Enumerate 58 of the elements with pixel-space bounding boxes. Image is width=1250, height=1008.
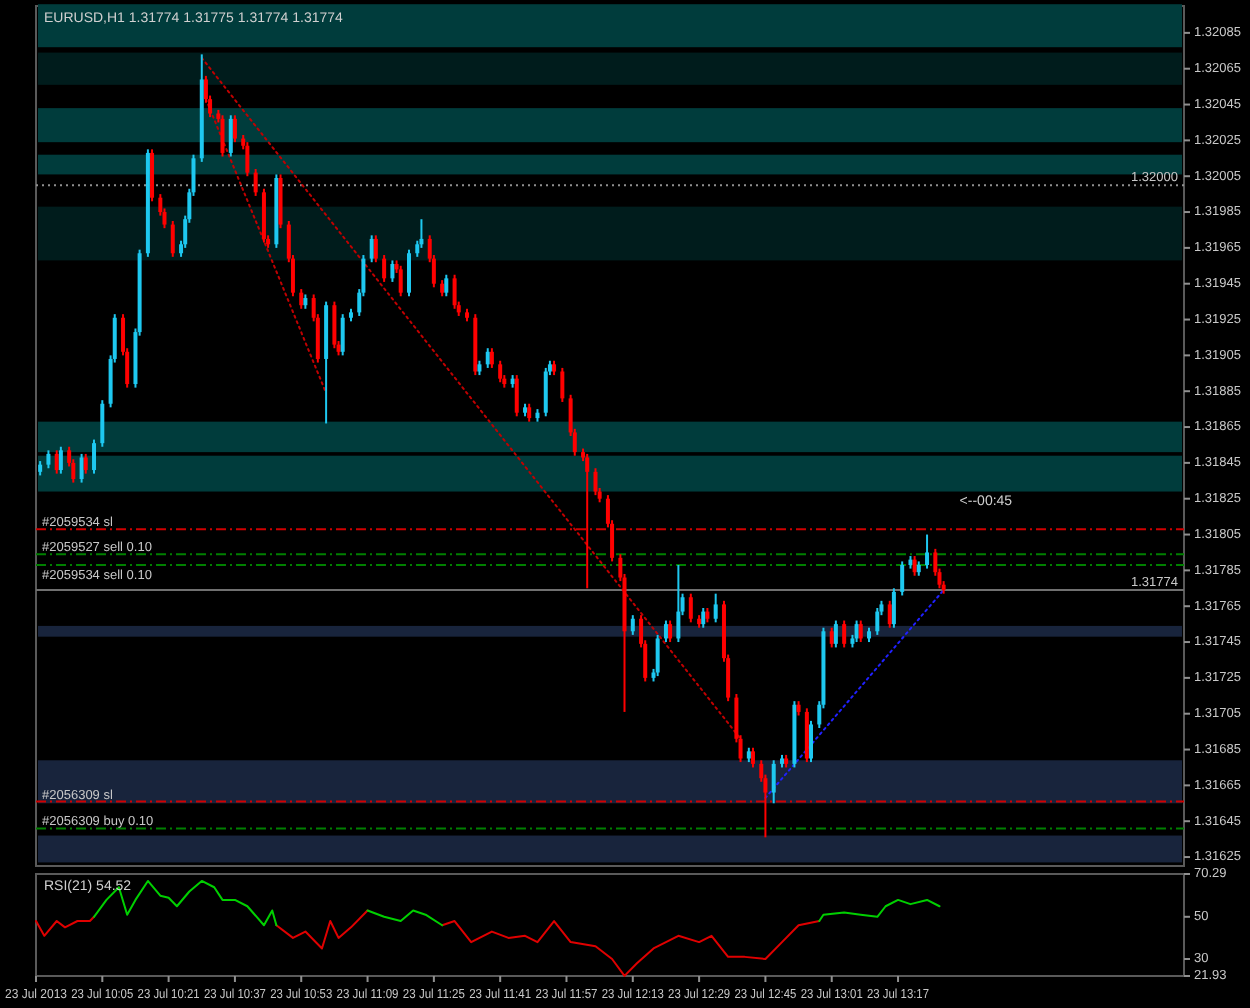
candlestick bbox=[829, 626, 834, 649]
candlestick bbox=[593, 467, 598, 497]
candlestick bbox=[170, 220, 175, 258]
candlestick bbox=[750, 746, 755, 769]
candlestick bbox=[245, 141, 250, 178]
candlestick bbox=[398, 264, 403, 298]
candlestick bbox=[514, 374, 519, 418]
candlestick bbox=[688, 592, 693, 624]
candlestick bbox=[220, 114, 225, 158]
candlestick bbox=[713, 592, 718, 624]
candlestick bbox=[854, 619, 859, 644]
candlestick bbox=[382, 254, 387, 283]
candlestick bbox=[54, 449, 59, 475]
candlestick bbox=[373, 234, 378, 264]
candlestick bbox=[655, 633, 660, 678]
candlestick bbox=[232, 114, 237, 144]
candlestick bbox=[332, 300, 337, 350]
candlestick bbox=[875, 607, 880, 636]
candlestick bbox=[663, 619, 668, 644]
candlestick bbox=[299, 288, 304, 310]
candlestick bbox=[390, 259, 395, 283]
candlestick bbox=[833, 619, 838, 649]
candlestick bbox=[668, 619, 673, 644]
candlestick bbox=[560, 366, 565, 403]
candlestick bbox=[100, 399, 105, 448]
candlestick bbox=[150, 148, 155, 203]
candlestick bbox=[498, 359, 503, 384]
candlestick bbox=[858, 619, 863, 644]
candlestick bbox=[630, 614, 635, 636]
candlestick bbox=[83, 452, 88, 475]
candlestick bbox=[79, 452, 84, 484]
candlestick bbox=[809, 719, 813, 764]
candlestick bbox=[92, 438, 97, 475]
candlestick bbox=[842, 619, 847, 649]
candlestick bbox=[261, 187, 266, 244]
candlestick bbox=[419, 218, 424, 249]
candlestick bbox=[278, 173, 283, 230]
candlestick bbox=[804, 707, 809, 764]
candlestick bbox=[228, 114, 233, 158]
candlestick bbox=[676, 564, 681, 644]
candlestick bbox=[891, 587, 896, 629]
candlestick bbox=[444, 273, 449, 298]
candlestick bbox=[369, 234, 374, 264]
candlestick bbox=[701, 607, 706, 629]
candlestick bbox=[771, 759, 776, 805]
candlestick bbox=[340, 313, 345, 357]
candlestick bbox=[452, 273, 457, 310]
candlestick bbox=[58, 445, 63, 475]
candlestick bbox=[485, 347, 490, 369]
candlestick bbox=[585, 452, 590, 590]
candlestick bbox=[887, 599, 892, 629]
candlestick bbox=[912, 555, 917, 577]
candlestick bbox=[407, 248, 411, 298]
candlestick bbox=[925, 533, 930, 570]
candlestick bbox=[900, 560, 905, 597]
candlestick bbox=[489, 347, 494, 369]
candlestick bbox=[543, 366, 548, 418]
candlestick bbox=[253, 168, 258, 197]
